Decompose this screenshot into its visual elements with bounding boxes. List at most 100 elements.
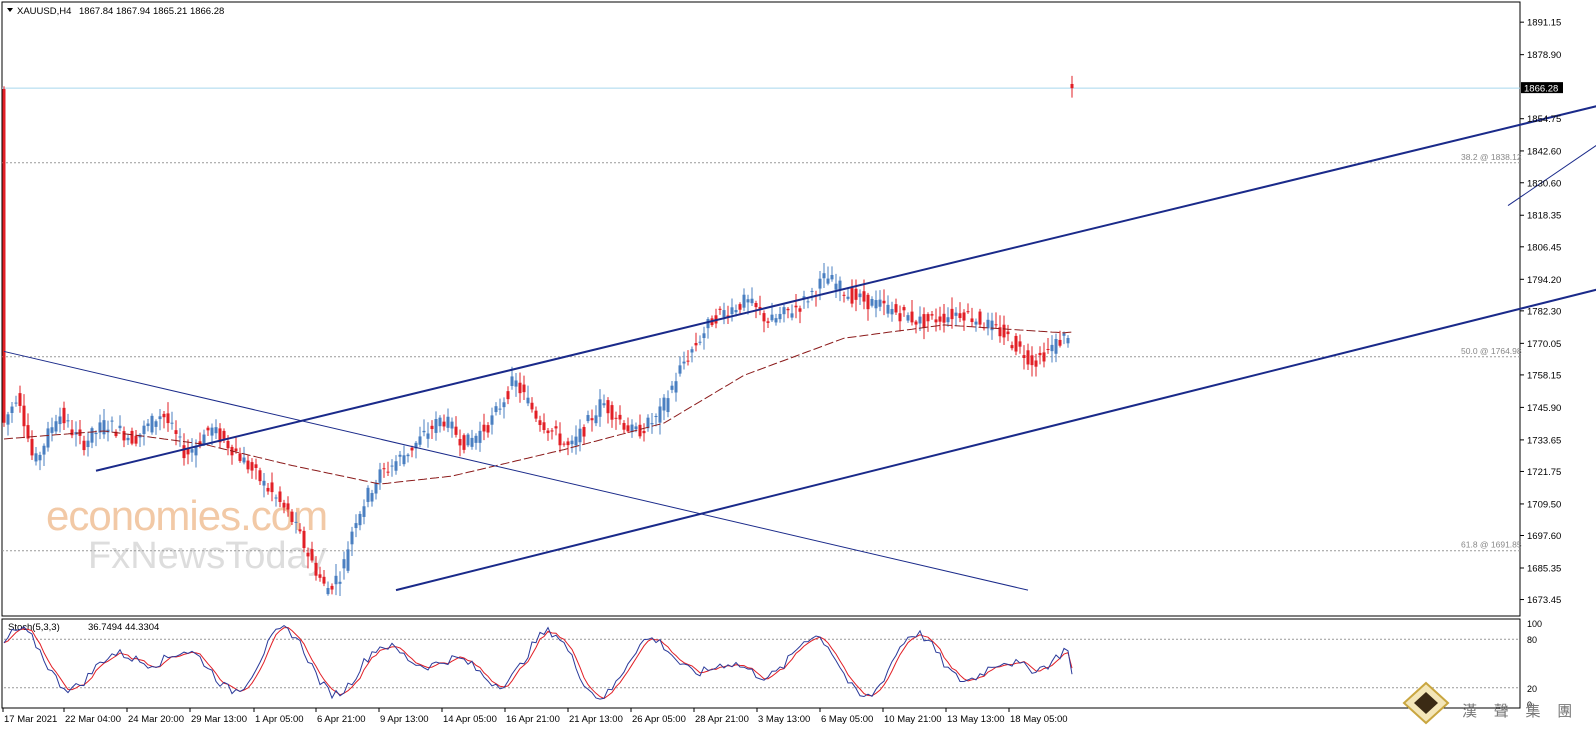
candle-body [66, 420, 70, 422]
candle-body [634, 426, 638, 430]
candle-body [674, 381, 678, 393]
fib-label: 38.2 @ 1838.12 [1461, 152, 1522, 162]
stoch-name: Stoch(5,3,3) [8, 622, 60, 633]
candle-body [130, 430, 134, 444]
candle-body [350, 531, 354, 545]
candle-body [1058, 339, 1062, 346]
candle-body [270, 482, 274, 493]
candle-body [442, 421, 446, 427]
candle-body [410, 447, 414, 451]
candle-body [702, 333, 706, 339]
candle-body [562, 443, 566, 445]
candle-body [586, 415, 590, 422]
stoch-main-line [3, 624, 1073, 700]
candle-body [462, 435, 466, 450]
candle-body [458, 439, 462, 446]
candle-body [1070, 83, 1074, 89]
candle-body [390, 465, 394, 467]
candle-body [190, 449, 194, 453]
candle-body [862, 291, 866, 302]
candle-body [842, 294, 846, 296]
candle-body [878, 299, 882, 307]
fib-label: 61.8 @ 1691.85 [1461, 540, 1522, 550]
candle-body [294, 521, 298, 523]
candle-body [690, 349, 694, 353]
candle-body [838, 280, 842, 290]
candle-body [214, 427, 218, 434]
candle-body [6, 414, 10, 425]
candle-body [234, 448, 238, 452]
candle-body [782, 307, 786, 315]
candle-body [742, 294, 746, 308]
candle-body [626, 425, 630, 432]
candle-body [94, 432, 98, 435]
time-tick-label: 13 May 13:00 [947, 714, 1005, 725]
price-axis: 1891.15 1878.90 1854.75 1842.60 1830.60 1818.… [1520, 18, 1561, 606]
candle-body [902, 307, 906, 311]
candle-body [490, 415, 494, 425]
candle-body [558, 433, 562, 446]
candle-body [734, 310, 738, 313]
candle-body [602, 403, 606, 406]
candle-body [378, 469, 382, 483]
price-tick-label: 1854.75 [1527, 114, 1561, 125]
stoch-tick-label: 100 [1527, 619, 1542, 629]
price-tick-label: 1842.60 [1527, 146, 1561, 157]
candle-body [370, 493, 374, 502]
candle-body [282, 502, 286, 508]
candle-body [618, 414, 622, 420]
candle-body [738, 304, 742, 310]
candle-body [810, 290, 814, 292]
candle-body [890, 309, 894, 315]
candle-body [550, 430, 554, 432]
candle-body [1030, 355, 1034, 366]
candle-body [1026, 350, 1030, 365]
candle-body [210, 427, 214, 436]
candle-body [446, 416, 450, 428]
company-logo: 漢 聲 集 團 [1402, 681, 1572, 725]
watermark-economies: economies.com [46, 492, 327, 539]
candle-body [886, 304, 890, 314]
candle-body [1062, 333, 1066, 336]
time-tick-label: 29 Mar 13:00 [191, 714, 247, 725]
candle-body [794, 305, 798, 308]
candle-body [242, 457, 246, 463]
candle-body [426, 433, 430, 439]
candle-body [594, 415, 598, 424]
candle-body [966, 311, 970, 313]
stoch-levels [4, 638, 1518, 689]
time-tick-label: 10 May 21:00 [884, 714, 942, 725]
candle-body [366, 487, 370, 502]
candle-body [598, 399, 602, 417]
candle-body [946, 317, 950, 323]
candle-body [110, 420, 114, 422]
candle-body [258, 470, 262, 482]
candle-body [506, 391, 510, 400]
ohlc-values: 1867.84 1867.94 1865.21 1866.28 [79, 6, 224, 17]
candle-body [38, 454, 42, 461]
candle-body [206, 427, 210, 431]
candle-body [986, 319, 990, 329]
candle-body [146, 423, 150, 427]
candle-body [578, 428, 582, 443]
time-tick-label: 24 Mar 20:00 [128, 714, 184, 725]
candle-body [322, 576, 326, 584]
candle-body [554, 426, 558, 429]
candle-body [522, 384, 526, 393]
candle-body [798, 308, 802, 312]
current-price-value: 1866.28 [1524, 84, 1558, 95]
dropdown-triangle-icon[interactable] [7, 8, 13, 12]
candle-body [62, 407, 66, 424]
candle-body [682, 361, 686, 364]
candle-body [1046, 348, 1050, 350]
candle-body [50, 427, 54, 433]
price-tick-label: 1770.05 [1527, 339, 1561, 350]
candle-body [290, 511, 294, 522]
candle-body [162, 413, 166, 418]
candle-body [82, 440, 86, 451]
candle-body [486, 425, 490, 433]
candle-body [310, 549, 314, 561]
candle-body [254, 464, 258, 468]
candle-body [1034, 360, 1038, 367]
time-tick-label: 6 Apr 21:00 [317, 714, 366, 725]
